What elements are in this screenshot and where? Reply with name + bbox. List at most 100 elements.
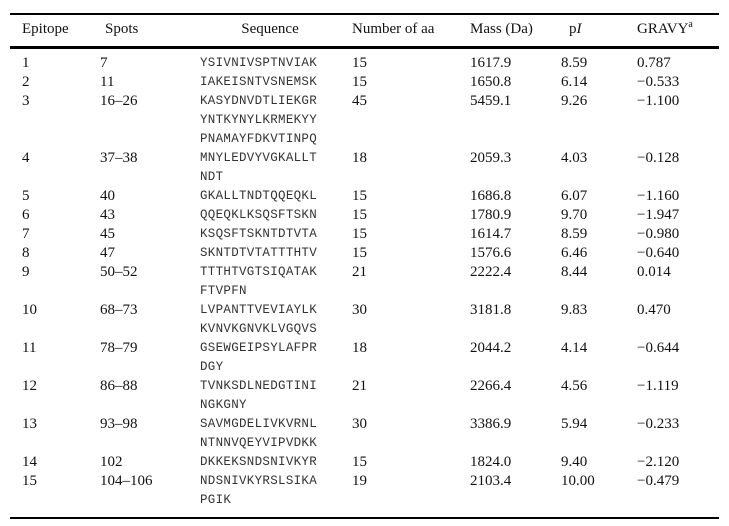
column-header-number-of-aa: Number of aa [345,14,462,49]
cell-pi: 4.14 [561,340,588,356]
table-row: 2 11 IAKEISNTVSNEMSK 15 1650.8 6.14 −0.5… [10,73,719,92]
cell-spots: 47 [100,245,115,261]
cell-gravy: −0.980 [637,226,680,242]
epitope-table: Epitope Spots Sequence Number of aa Mass… [10,13,719,519]
cell-spots: 104–106 [100,473,153,489]
cell-epitope: 7 [22,226,30,242]
cell-sequence: KASYDNVDTLIEKGR YNTKYNYLKRMEKYY PNAMAYFDKV… [195,92,345,149]
cell-gravy: −2.120 [637,454,680,470]
cell-sequence: SKNTDTVTATTTHTV [195,244,345,263]
table-row: 1 7 YSIVNIVSPTNVIAK 15 1617.9 8.59 0.787 [10,48,719,74]
cell-epitope: 8 [22,245,30,261]
column-header-label: Number of aa [352,21,435,37]
cell-mass: 2266.4 [470,378,512,394]
column-header-mass: Mass (Da) [462,14,555,49]
cell-pi: 8.59 [561,226,588,242]
cell-gravy: −0.640 [637,245,680,261]
column-header-label: Mass (Da) [470,21,533,37]
sequence-line: QQEQKLKSQSFTSKN [200,208,318,222]
cell-epitope: 5 [22,188,30,204]
column-header-label: Spots [105,21,139,37]
column-header-label: GRAVY [637,21,689,37]
cell-epitope: 1 [22,55,30,71]
cell-spots: 7 [100,55,108,71]
cell-sequence: GKALLTNDTQQEQKL [195,187,345,206]
cell-pi: 6.14 [561,74,588,90]
cell-sequence: TTTHTVGTSIQATAK FTVPFN [195,263,345,301]
table-row: 4 37–38 MNYLEDVYVGKALLT NDT 18 2059.3 4.0… [10,149,719,187]
footnote-marker: a [688,19,693,30]
sequence-line: TVNKSDLNEDGTINI [200,379,318,393]
table-row: 9 50–52 TTTHTVGTSIQATAK FTVPFN 21 2222.4 … [10,263,719,301]
cell-pi: 9.26 [561,93,588,109]
table-row: 6 43 QQEQKLKSQSFTSKN 15 1780.9 9.70 −1.9… [10,206,719,225]
table-header-row: Epitope Spots Sequence Number of aa Mass… [10,14,719,49]
cell-mass: 1576.6 [470,245,512,261]
cell-mass: 1650.8 [470,74,512,90]
cell-mass: 1824.0 [470,454,512,470]
cell-gravy: 0.014 [637,264,671,280]
cell-spots: 68–73 [100,302,138,318]
column-header-sequence: Sequence [195,14,345,49]
cell-spots: 45 [100,226,115,242]
cell-mass: 2044.2 [470,340,512,356]
cell-sequence: IAKEISNTVSNEMSK [195,73,345,92]
column-header-pi: pI [555,14,628,49]
sequence-line: SAVMGDELIVKVRNL [200,417,318,431]
table-row: 14 102 DKKEKSNDSNIVKYR 15 1824.0 9.40 −2… [10,453,719,472]
cell-sequence: QQEQKLKSQSFTSKN [195,206,345,225]
cell-number-of-aa: 15 [352,207,367,223]
cell-number-of-aa: 15 [352,245,367,261]
cell-mass: 3386.9 [470,416,512,432]
table-body: 1 7 YSIVNIVSPTNVIAK 15 1617.9 8.59 0.787… [10,48,719,519]
cell-number-of-aa: 45 [352,93,367,109]
cell-gravy: 0.787 [637,55,671,71]
cell-gravy: −0.233 [637,416,680,432]
cell-mass: 5459.1 [470,93,512,109]
cell-epitope: 2 [22,74,30,90]
cell-spots: 50–52 [100,264,138,280]
cell-pi: 8.44 [561,264,588,280]
column-header-label: Epitope [22,21,69,37]
cell-spots: 43 [100,207,115,223]
cell-gravy: −0.128 [637,150,680,166]
cell-pi: 6.46 [561,245,588,261]
table-row: 10 68–73 LVPANTTVEVIAYLK KVNVKGNVKLVGQVS … [10,301,719,339]
cell-number-of-aa: 15 [352,454,367,470]
cell-number-of-aa: 30 [352,302,367,318]
cell-spots: 86–88 [100,378,138,394]
cell-number-of-aa: 21 [352,378,367,394]
table-row: 13 93–98 SAVMGDELIVKVRNL NTNNVQEYVIPVDKK … [10,415,719,453]
cell-gravy: 0.470 [637,302,671,318]
table-row: 8 47 SKNTDTVTATTTHTV 15 1576.6 6.46 −0.6… [10,244,719,263]
sequence-line: PNAMAYFDKVTINPQ [200,132,318,146]
cell-epitope: 12 [22,378,37,394]
cell-gravy: −0.644 [637,340,680,356]
cell-spots: 16–26 [100,93,138,109]
cell-number-of-aa: 21 [352,264,367,280]
cell-mass: 2222.4 [470,264,512,280]
table-row: 7 45 KSQSFTSKNTDTVTA 15 1614.7 8.59 −0.9… [10,225,719,244]
cell-gravy: −1.100 [637,93,680,109]
cell-sequence: LVPANTTVEVIAYLK KVNVKGNVKLVGQVS [195,301,345,339]
cell-epitope: 14 [22,454,37,470]
cell-spots: 78–79 [100,340,138,356]
cell-mass: 3181.8 [470,302,512,318]
cell-spots: 11 [100,74,115,90]
cell-gravy: −0.479 [637,473,680,489]
cell-pi: 4.03 [561,150,588,166]
cell-epitope: 3 [22,93,30,109]
cell-number-of-aa: 15 [352,188,367,204]
column-header-label: Sequence [241,21,299,37]
cell-sequence: GSEWGEIPSYLAFPR DGY [195,339,345,377]
sequence-line: FTVPFN [200,284,247,298]
sequence-line: NTNNVQEYVIPVDKK [200,436,318,450]
sequence-line: KVNVKGNVKLVGQVS [200,322,318,336]
sequence-line: YNTKYNYLKRMEKYY [200,113,318,127]
sequence-line: IAKEISNTVSNEMSK [200,75,318,89]
cell-pi: 10.00 [561,473,595,489]
cell-pi: 6.07 [561,188,588,204]
cell-gravy: −1.947 [637,207,680,223]
cell-number-of-aa: 30 [352,416,367,432]
sequence-line: DGY [200,360,224,374]
